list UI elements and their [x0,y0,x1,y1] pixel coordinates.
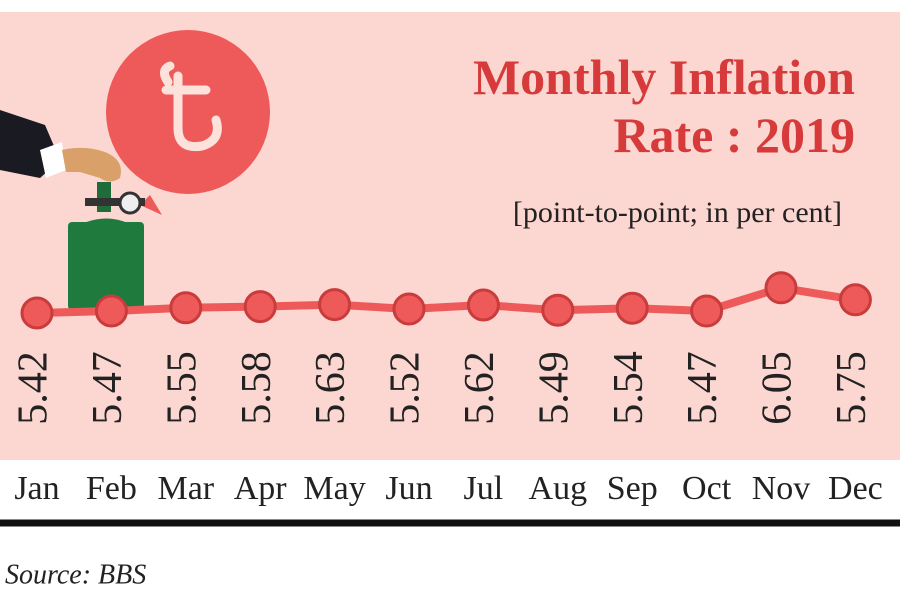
x-tick-label: Feb [86,470,137,507]
marker [243,290,277,324]
x-tick-label: Dec [828,470,883,507]
marker [838,283,872,317]
x-tick-label: Aug [529,470,588,507]
x-tick-label: May [303,470,365,507]
subtitle: [point-to-point; in per cent] [513,196,842,229]
x-tick-label: Jul [464,470,504,507]
x-tick-label: Jan [14,470,59,507]
x-tick-label: Nov [752,470,811,507]
value-label: 5.47 [680,351,726,425]
value-label: 5.62 [457,351,503,425]
marker [94,294,128,328]
value-label: 5.49 [531,351,577,425]
value-label: 5.75 [829,351,875,425]
value-label: 5.55 [159,351,205,425]
marker [615,291,649,325]
value-label: 5.52 [383,351,429,425]
value-label: 5.63 [308,351,354,425]
marker [20,296,54,330]
source: Source: BBS [5,559,146,590]
marker [764,271,798,305]
illustration [0,30,270,310]
x-tick-label: Mar [157,470,214,507]
x-tick-label: Apr [234,470,288,507]
marker [318,288,352,322]
x-tick-label: Jun [385,470,432,507]
value-label: 6.05 [755,351,801,425]
chart-title: Monthly Inflation Rate : 2019 [472,49,855,163]
marker [392,292,426,326]
value-label: 5.47 [85,351,131,425]
marker [169,291,203,325]
value-label: 5.58 [234,351,280,425]
marker [690,294,724,328]
value-label: 5.54 [606,351,652,425]
x-tick-label: Sep [607,470,658,507]
marker [466,288,500,322]
x-tick-label: Oct [682,470,732,507]
marker [541,293,575,327]
value-label: 5.42 [11,351,57,425]
